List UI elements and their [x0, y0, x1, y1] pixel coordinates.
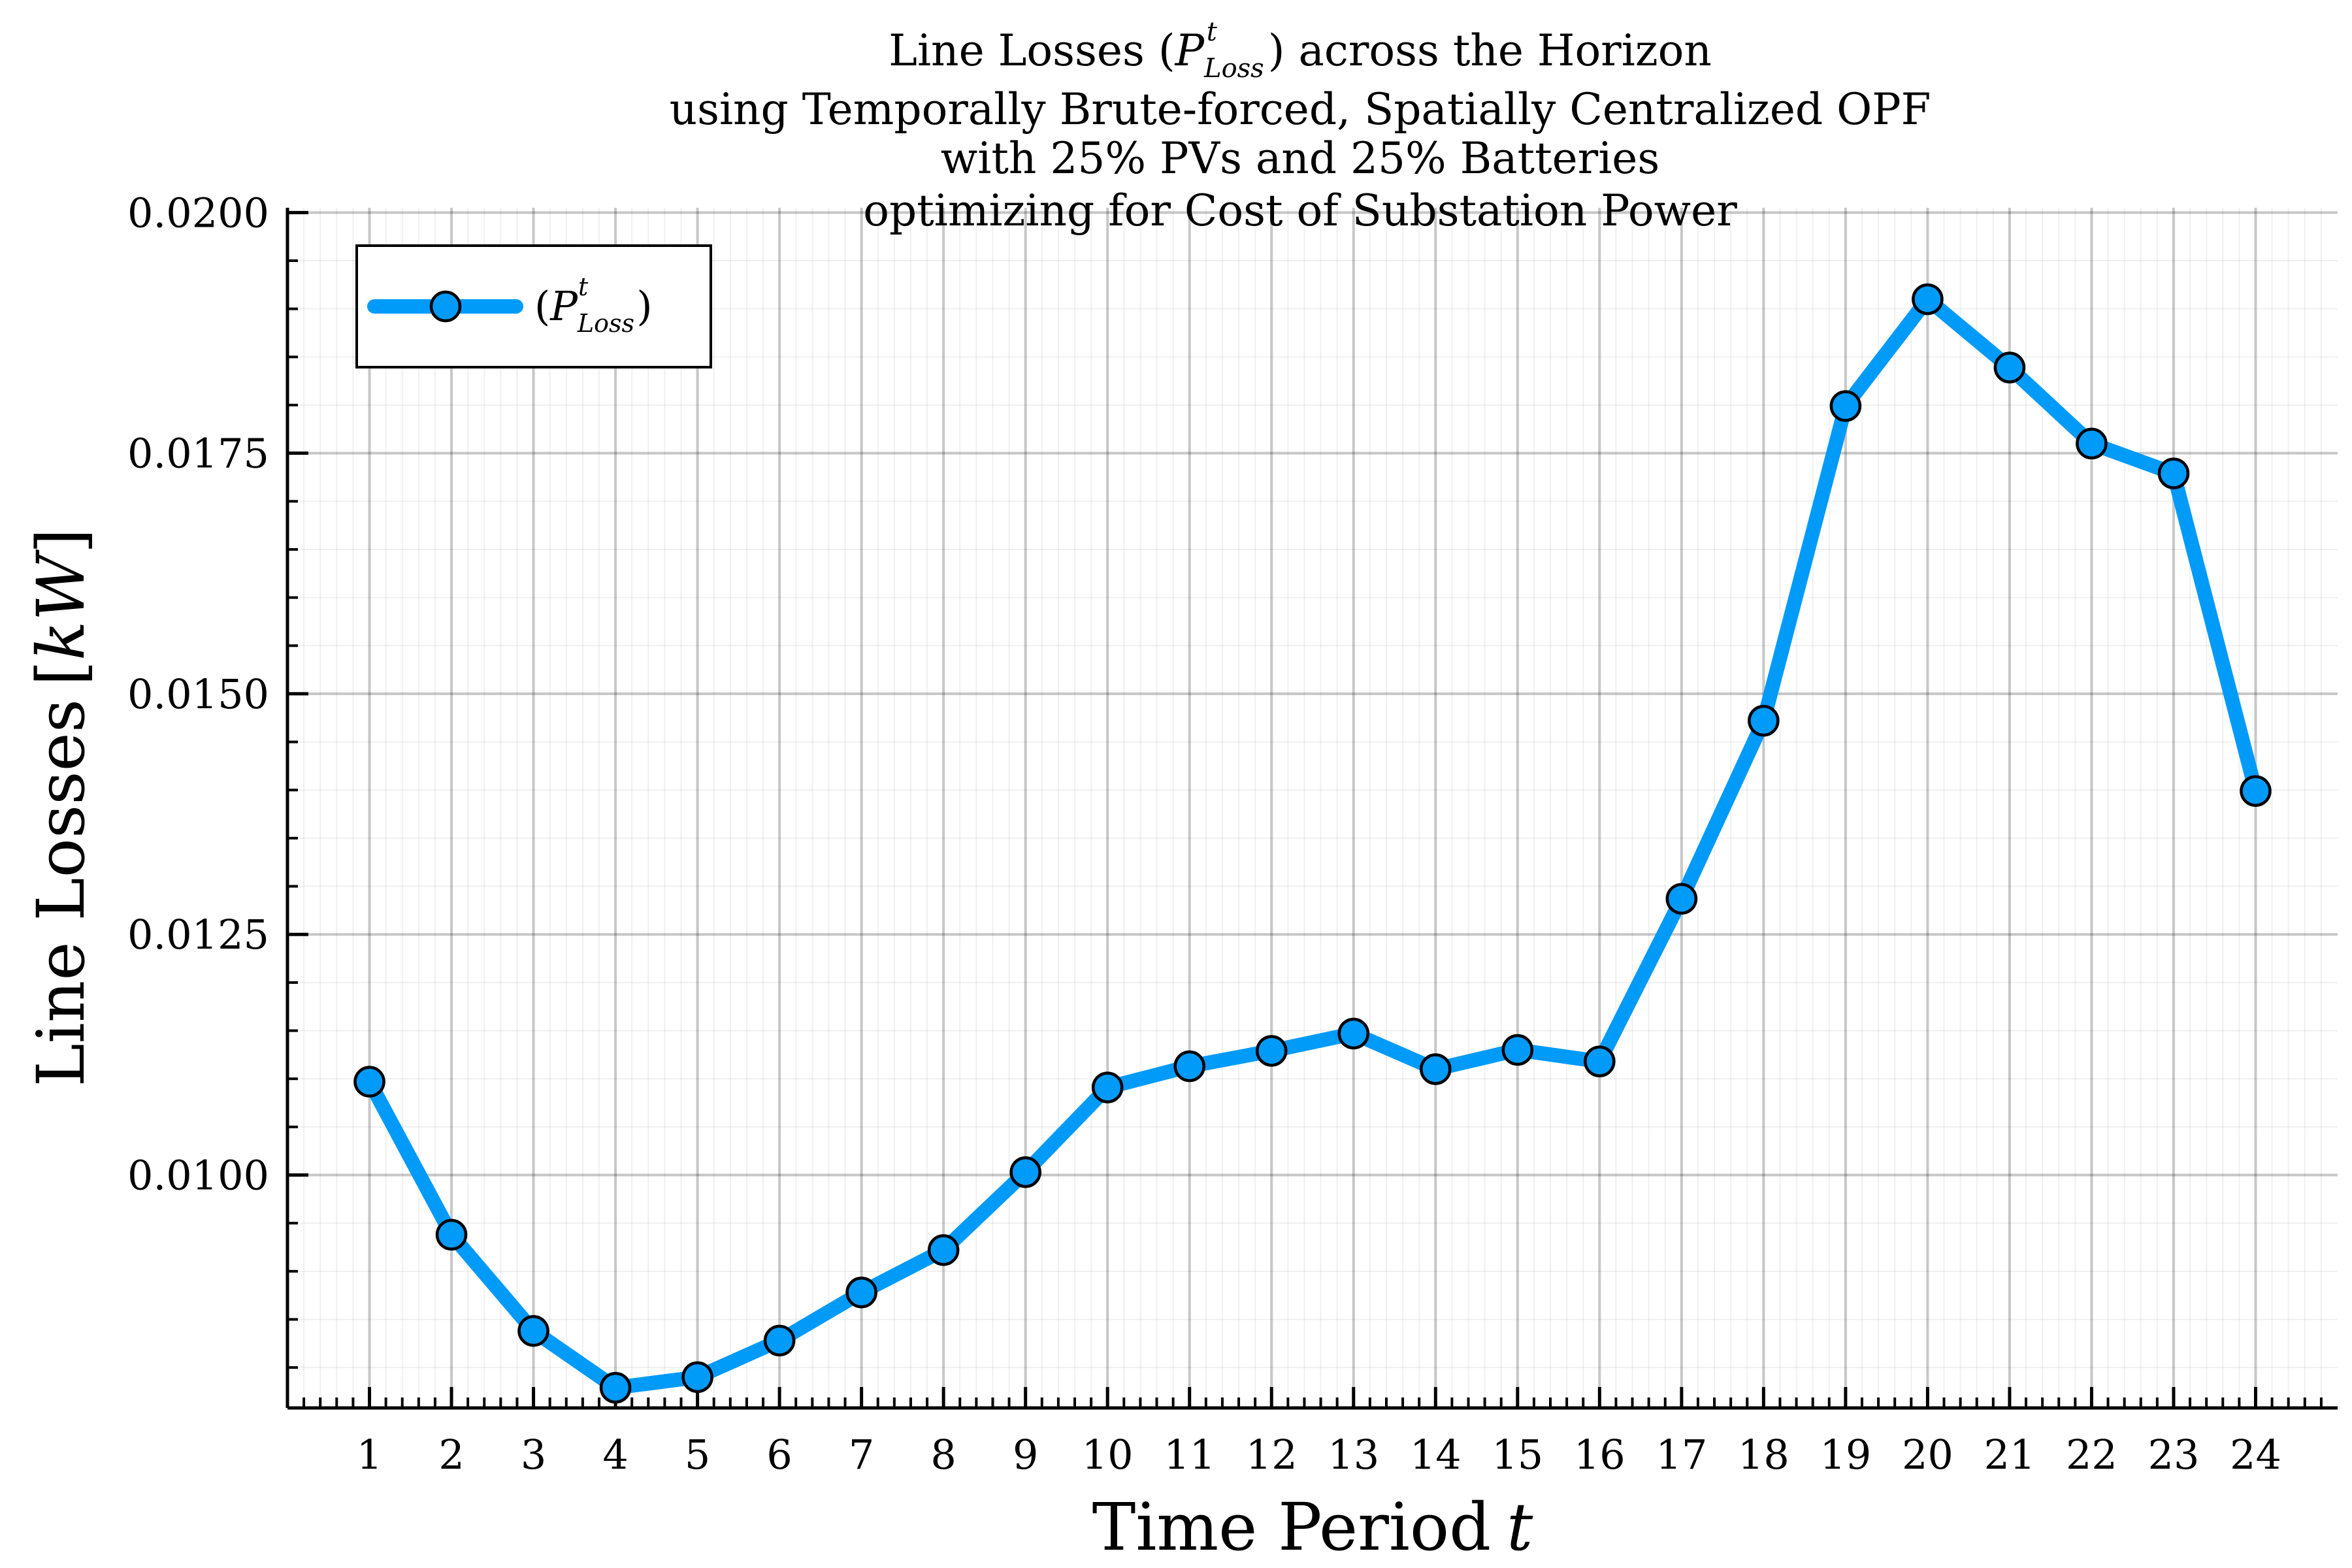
x-axis-title-var: t [1507, 1489, 1533, 1565]
axis-ticks [287, 210, 2323, 1408]
legend: (PLoss t) [355, 244, 712, 368]
data-point-marker [1255, 1035, 1288, 1067]
x-tick-label: 5 [685, 1431, 710, 1478]
title-line-2: using Temporally Brute-forced, Spatially… [670, 84, 1931, 135]
axes [286, 208, 2338, 1410]
major-grid [287, 208, 2338, 1408]
legend-marker [429, 290, 462, 323]
x-tick-label: 17 [1656, 1431, 1707, 1478]
series-line [362, 291, 2263, 1396]
data-point-marker [1912, 283, 1944, 316]
legend-sup: t [578, 272, 589, 301]
title-math-sup: t [1207, 17, 1218, 47]
data-point-marker [1337, 1017, 1370, 1050]
data-point-marker [1009, 1156, 1041, 1188]
title-line-1-prefix: Line Losses ( [889, 25, 1175, 76]
title-line-1-suffix: ) across the Horizon [1268, 25, 1712, 76]
x-axis-title-text: Time Period [1092, 1489, 1491, 1565]
data-point-marker [1173, 1050, 1205, 1083]
data-point-marker [763, 1324, 796, 1357]
title-line-3: with 25% PVs and 25% Batteries [941, 133, 1660, 184]
data-point-marker [681, 1361, 713, 1394]
x-tick-label: 20 [1902, 1431, 1953, 1478]
y-axis-unit: kW [23, 549, 99, 661]
y-tick-label: 0.0125 [127, 911, 269, 958]
y-axis-unit-close: ] [23, 529, 99, 554]
data-point-marker [1665, 883, 1698, 915]
x-tick-label: 23 [2148, 1431, 2200, 1478]
data-point-marker [353, 1066, 385, 1098]
x-tick-label: 13 [1328, 1431, 1379, 1478]
data-point-marker [1091, 1071, 1124, 1103]
y-tick-label: 0.0175 [127, 430, 269, 478]
legend-paren-open: ( [534, 282, 550, 330]
title-line-4: optimizing for Cost of Substation Power [863, 186, 1737, 236]
x-tick-label: 6 [766, 1431, 792, 1478]
data-point-marker [435, 1218, 468, 1251]
data-point-marker [1993, 351, 2026, 384]
data-point-marker [2076, 427, 2108, 460]
data-point-marker [1584, 1045, 1616, 1077]
legend-paren-close: ) [636, 282, 652, 330]
x-tick-label: 7 [849, 1431, 874, 1478]
legend-label: (PLoss t) [534, 272, 653, 338]
y-tick-label: 0.0150 [127, 670, 269, 718]
y-tick-label: 0.0200 [127, 189, 269, 237]
x-tick-label: 1 [357, 1431, 382, 1478]
x-tick-label: 2 [438, 1431, 464, 1478]
x-axis-title: Time Period t [1092, 1489, 1533, 1565]
x-tick-label: 4 [602, 1431, 628, 1478]
data-point-marker [845, 1276, 877, 1309]
x-tick-label: 21 [1984, 1431, 2035, 1478]
y-axis-unit-open: [ [23, 661, 99, 686]
x-tick-label: 14 [1410, 1431, 1462, 1478]
x-tick-label: 16 [1574, 1431, 1625, 1478]
data-point-marker [2157, 457, 2190, 489]
data-point-marker [2240, 775, 2272, 807]
chart-title: Line Losses (PLosst) across the Horizon … [670, 17, 1931, 236]
x-tick-label: 12 [1246, 1431, 1298, 1478]
x-tick-label: 9 [1013, 1431, 1038, 1478]
x-tick-label: 22 [2066, 1431, 2117, 1478]
x-tick-label: 10 [1082, 1431, 1134, 1478]
title-math-base: P [1175, 25, 1205, 76]
series-layer [353, 283, 2272, 1404]
x-tick-label: 18 [1738, 1431, 1789, 1478]
x-tick-label: 19 [1820, 1431, 1871, 1478]
legend-base: P [549, 282, 578, 330]
y-tick-labels: 0.0100 0.0125 0.0150 0.0175 0.0200 [127, 189, 269, 1199]
title-line-1: Line Losses (PLoss t ) across the Horizon [889, 17, 1712, 84]
data-point-marker [517, 1315, 549, 1347]
x-tick-labels: 1 2 3 4 5 6 7 8 9 10 11 12 13 14 15 16 17 18 19 20 21 22 23 24 [357, 1431, 2281, 1478]
data-point-marker [1501, 1034, 1534, 1066]
x-tick-label: 15 [1492, 1431, 1543, 1478]
x-tick-label: 3 [521, 1431, 546, 1478]
y-tick-label: 0.0100 [127, 1152, 269, 1200]
x-tick-label: 11 [1164, 1431, 1215, 1478]
y-axis-title: Line Losses [kW] [23, 529, 99, 1087]
data-point-marker [1420, 1053, 1452, 1085]
data-point-marker [1829, 390, 1862, 422]
data-point-marker [599, 1371, 632, 1404]
y-axis-title-text: Line Losses [23, 699, 99, 1087]
x-tick-label: 8 [930, 1431, 956, 1478]
data-point-marker [1748, 704, 1780, 737]
data-point-marker [927, 1234, 960, 1266]
legend-sub: Loss [577, 309, 634, 338]
x-tick-label: 24 [2230, 1431, 2281, 1478]
title-math-sub: Loss [1203, 54, 1264, 84]
